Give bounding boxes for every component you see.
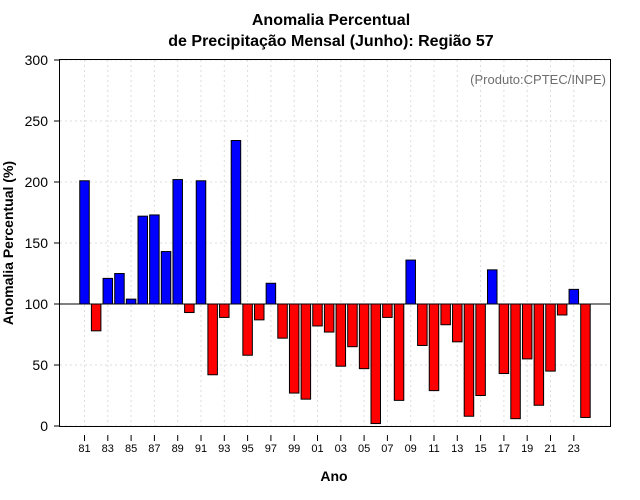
bar-1992 [207, 303, 218, 376]
bar-2005 [358, 303, 370, 370]
y-tick-label: 150 [25, 235, 49, 251]
y-axis-title: Anomalia Percentual (%) [0, 161, 16, 325]
bar-1995 [242, 303, 253, 356]
bar-1994 [230, 140, 242, 305]
bar-2010 [417, 303, 428, 346]
bar-2012 [440, 303, 451, 326]
bar-2001 [312, 303, 323, 327]
x-tick-label: 09 [405, 443, 417, 455]
bar-1981 [79, 180, 90, 305]
y-tick-label: 200 [25, 174, 49, 190]
bar-2009 [405, 259, 416, 305]
x-tick-label: 15 [474, 443, 486, 455]
bar-2023 [568, 288, 580, 305]
bar-2021 [545, 303, 556, 372]
x-tick-label: 99 [288, 443, 300, 455]
bar-1998 [277, 303, 288, 339]
chart-title-line1: Anomalia Percentual [252, 12, 410, 29]
bar-1985 [125, 298, 137, 305]
bar-2003 [335, 303, 347, 367]
y-tick-label: 100 [25, 296, 49, 312]
bar-1990 [184, 303, 195, 314]
bar-1989 [172, 179, 183, 305]
bar-1996 [254, 303, 265, 321]
source-annotation: (Produto:CPTEC/INPE) [470, 72, 606, 87]
y-tick-label: 300 [25, 52, 49, 68]
bar-1997 [265, 282, 277, 305]
x-tick-label: 11 [428, 443, 439, 455]
bar-2018 [510, 303, 521, 420]
x-tick-label: 23 [568, 443, 580, 455]
bar-1988 [160, 251, 172, 305]
x-tick-label: 03 [335, 443, 347, 455]
bar-2008 [393, 303, 405, 401]
bar-2015 [475, 303, 486, 396]
bar-1993 [219, 303, 230, 318]
bar-2014 [463, 303, 475, 417]
bar-2013 [452, 303, 463, 343]
x-tick-label: 91 [195, 443, 207, 455]
bar-1987 [149, 214, 160, 305]
bar-2006 [370, 303, 381, 425]
x-tick-label: 13 [451, 443, 463, 455]
bar-2019 [521, 303, 533, 360]
x-tick-label: 97 [265, 443, 277, 455]
x-tick-label: 93 [218, 443, 230, 455]
bar-1984 [114, 273, 125, 305]
chart-title-line2: de Precipitação Mensal (Junho): Região 5… [168, 33, 494, 50]
bar-1986 [137, 215, 148, 305]
x-tick-label: 85 [125, 443, 137, 455]
bar-1999 [288, 303, 300, 394]
bar-2016 [487, 269, 498, 305]
x-tick-label: 95 [241, 443, 253, 455]
x-tick-label: 87 [148, 443, 160, 455]
x-tick-label: 89 [172, 443, 184, 455]
x-axis-ticks: 81 83 85 87 89 91 93 95 97 99 01 03 05 07 09 11 13 15 17 19… [78, 435, 580, 455]
bars [79, 140, 591, 425]
x-tick-label: 21 [544, 443, 556, 455]
bar-1983 [102, 277, 114, 305]
x-axis-title: Ano [320, 468, 347, 484]
y-tick-label: 250 [25, 113, 49, 129]
bar-2022 [556, 303, 568, 316]
x-tick-label: 07 [381, 443, 393, 455]
bar-2002 [323, 303, 335, 333]
x-tick-label: 81 [78, 443, 90, 455]
y-tick-label: 0 [40, 418, 48, 434]
bar-2017 [498, 303, 510, 375]
bar-1991 [195, 180, 207, 305]
y-tick-label: 50 [32, 357, 48, 373]
x-tick-label: 05 [358, 443, 370, 455]
x-tick-label: 17 [498, 443, 510, 455]
bar-1982 [90, 303, 102, 332]
bar-2020 [533, 303, 545, 406]
bar-2000 [300, 303, 312, 400]
y-axis-ticks: 0 50 100 150 200 250 300 [25, 52, 60, 434]
x-tick-label: 01 [311, 443, 323, 455]
bar-2007 [382, 303, 393, 318]
bar-2011 [428, 303, 440, 392]
x-tick-label: 19 [521, 443, 533, 455]
bar-2024 [580, 303, 591, 418]
bar-2004 [347, 303, 358, 348]
x-tick-label: 83 [102, 443, 114, 455]
